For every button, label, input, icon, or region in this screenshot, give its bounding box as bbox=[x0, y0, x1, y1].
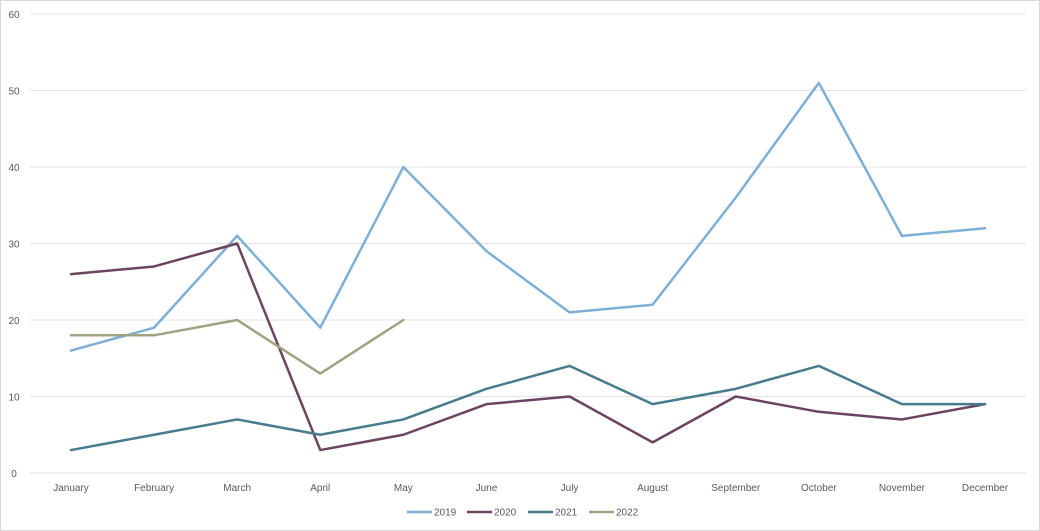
y-axis: 0 10 20 30 40 50 60 bbox=[8, 10, 20, 480]
y-tick-label: 10 bbox=[8, 393, 20, 404]
series-line-2021 bbox=[69, 364, 987, 452]
x-tick-label: December bbox=[962, 483, 1009, 494]
series-line-2020 bbox=[69, 242, 987, 452]
legend-label: 2021 bbox=[555, 508, 578, 519]
x-tick-label: September bbox=[711, 483, 761, 494]
x-tick-label: March bbox=[223, 483, 251, 494]
x-tick-label: February bbox=[134, 483, 174, 494]
x-tick-label: January bbox=[53, 483, 89, 494]
x-axis: January February March April May June July Augu… bbox=[53, 483, 1009, 494]
y-tick-label: 0 bbox=[11, 469, 17, 480]
x-tick-label: May bbox=[394, 483, 413, 494]
x-tick-label: June bbox=[476, 483, 498, 494]
y-tick-label: 30 bbox=[8, 240, 20, 251]
y-tick-label: 40 bbox=[8, 163, 20, 174]
y-tick-label: 20 bbox=[8, 316, 20, 327]
plot-area bbox=[69, 81, 987, 452]
legend-label: 2022 bbox=[616, 508, 639, 519]
legend: 2019 2020 2021 2022 bbox=[407, 508, 639, 519]
series-line-2019 bbox=[69, 81, 987, 352]
legend-label: 2020 bbox=[494, 508, 517, 519]
y-tick-label: 50 bbox=[8, 87, 20, 98]
x-tick-label: July bbox=[561, 483, 579, 494]
series-line-2022 bbox=[69, 318, 405, 375]
x-tick-label: October bbox=[801, 483, 837, 494]
legend-label: 2019 bbox=[434, 508, 457, 519]
x-tick-label: April bbox=[310, 483, 330, 494]
x-tick-label: November bbox=[879, 483, 926, 494]
y-tick-label: 60 bbox=[8, 10, 20, 21]
gridlines bbox=[30, 13, 1026, 474]
x-tick-label: August bbox=[637, 483, 668, 494]
